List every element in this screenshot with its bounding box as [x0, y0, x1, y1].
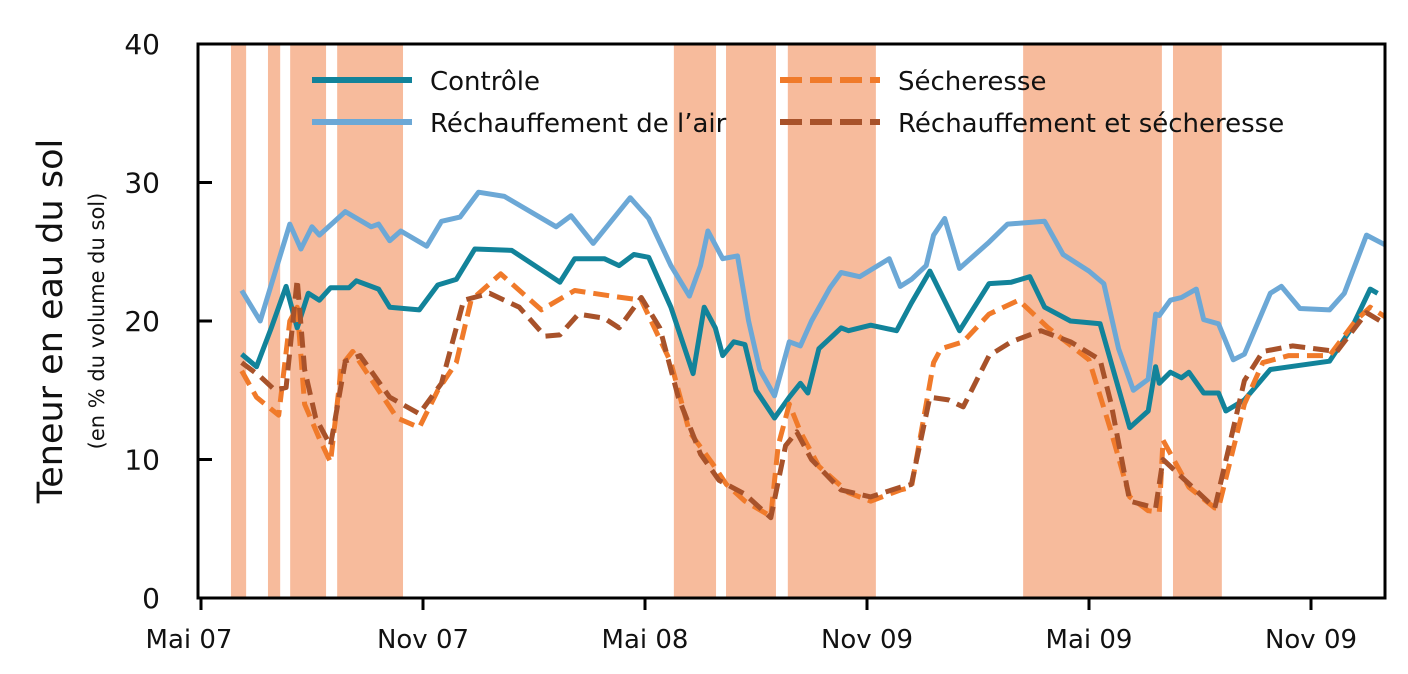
series-lines	[239, 189, 1387, 521]
drought-band	[787, 44, 876, 598]
x-axis: Mai 07 Nov 07 Mai 08 Nov 09 Mai 09 Nov 09	[146, 598, 1357, 655]
legend-label-0: Contrôle	[430, 67, 540, 97]
drought-band	[230, 44, 247, 598]
legend-label-2: Sécheresse	[898, 67, 1046, 97]
x-tick-label: Nov 07	[377, 625, 469, 655]
series-line-1	[239, 189, 1387, 399]
y-axis: 0 10 20 30 40	[124, 28, 212, 615]
y-tick-label: 30	[124, 167, 160, 200]
legend-label-1: Réchauffement de l’air	[430, 109, 727, 139]
x-tick-label: Mai 08	[602, 625, 689, 655]
x-tick-label: Nov 09	[821, 625, 913, 655]
legend: Contrôle Réchauffement de l’air Sécheresse…	[312, 67, 1284, 139]
x-tick-label: Mai 07	[146, 625, 233, 655]
legend-label-3: Réchauffement et sécheresse	[898, 109, 1284, 139]
y-axis-label: Teneur en eau du sol	[31, 139, 71, 504]
y-tick-label: 10	[124, 444, 160, 477]
series-line-3	[240, 276, 1387, 521]
x-tick-label: Mai 09	[1046, 625, 1133, 655]
y-tick-label: 40	[124, 28, 160, 61]
y-tick-label: 0	[142, 582, 160, 615]
x-tick-label: Nov 09	[1265, 625, 1357, 655]
series-line-2	[239, 271, 1387, 519]
drought-band	[337, 44, 404, 598]
series-line-0	[240, 246, 1379, 431]
y-tick-label: 20	[124, 305, 160, 338]
y-axis-sublabel: (en % du volume du sol)	[85, 193, 109, 450]
